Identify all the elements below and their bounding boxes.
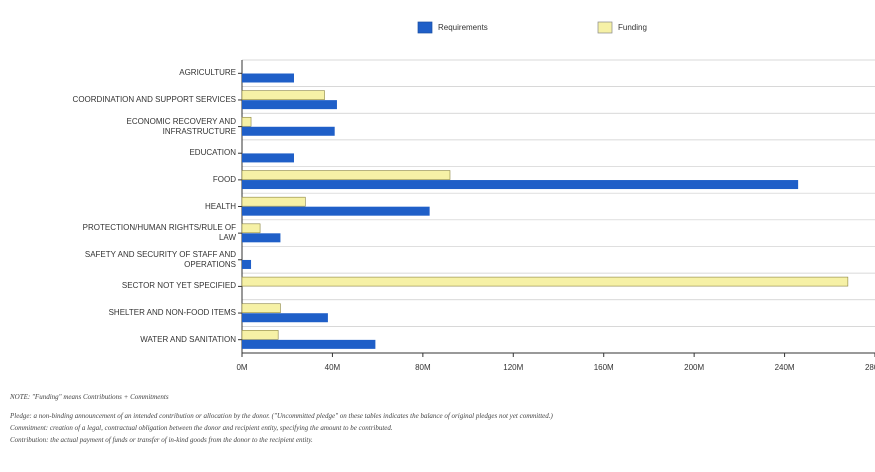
y-tick-label: EDUCATION [189,148,236,158]
y-tick-label: SHELTER AND NON-FOOD ITEMS [108,308,236,318]
x-tick-label: 120M [503,363,523,372]
chart: Requirements Funding 0M 40M 80M 120M 160M 200M 2… [236,21,875,372]
bar [242,126,335,136]
bar [241,223,261,234]
x-tick-label: 240M [775,363,795,372]
x-tick-label: 160M [594,363,614,372]
bar [242,233,281,243]
bar [242,180,799,190]
y-tick-label: SAFETY AND SECURITY OF STAFF AND OPERATI… [84,249,236,269]
bar [241,170,451,180]
note: Contribution: the actual payment of fund… [10,436,313,444]
bar [242,339,376,349]
y-tick-label: PROTECTION/HUMAN RIGHTS/RULE OF LAW [82,223,236,243]
notes: NOTE: "Funding" means Contributions + Co… [10,392,850,447]
note: NOTE: "Funding" means Contributions + Co… [10,393,169,401]
x-tick-label: 280M [865,363,875,372]
bar [242,206,430,216]
bar [241,276,849,287]
legend-label: Funding [618,23,647,32]
x-tick-label: 200M [684,363,704,372]
x-tick-label: 40M [325,363,341,372]
bar [241,330,279,340]
bar [242,100,337,110]
legend-swatch [597,21,613,34]
x-tick-label: 0M [236,363,247,372]
bar [241,303,281,314]
bar [241,90,325,100]
y-tick-label: HEALTH [205,201,236,211]
y-tick-label: COORDINATION AND SUPPORT SERVICES [72,94,236,104]
note: Commitment: creation of a legal, contrac… [10,424,393,432]
bar [242,153,294,163]
y-tick-label: FOOD [212,174,236,184]
bar [242,313,328,323]
legend-label: Requirements [438,23,488,32]
bar [241,116,252,127]
note: Pledge: a non-binding announcement of an… [10,412,553,420]
x-tick-label: 80M [415,363,431,372]
bar [241,196,306,207]
bar [242,259,252,269]
y-tick-label: AGRICULTURE [179,68,236,78]
y-tick-label: SECTOR NOT YET SPECIFIED [121,281,236,291]
legend-swatch [417,21,433,34]
y-tick-label: WATER AND SANITATION [140,334,236,344]
y-tick-label: ECONOMIC RECOVERY AND INFRASTRUCTURE [126,116,236,136]
bar [242,73,294,83]
